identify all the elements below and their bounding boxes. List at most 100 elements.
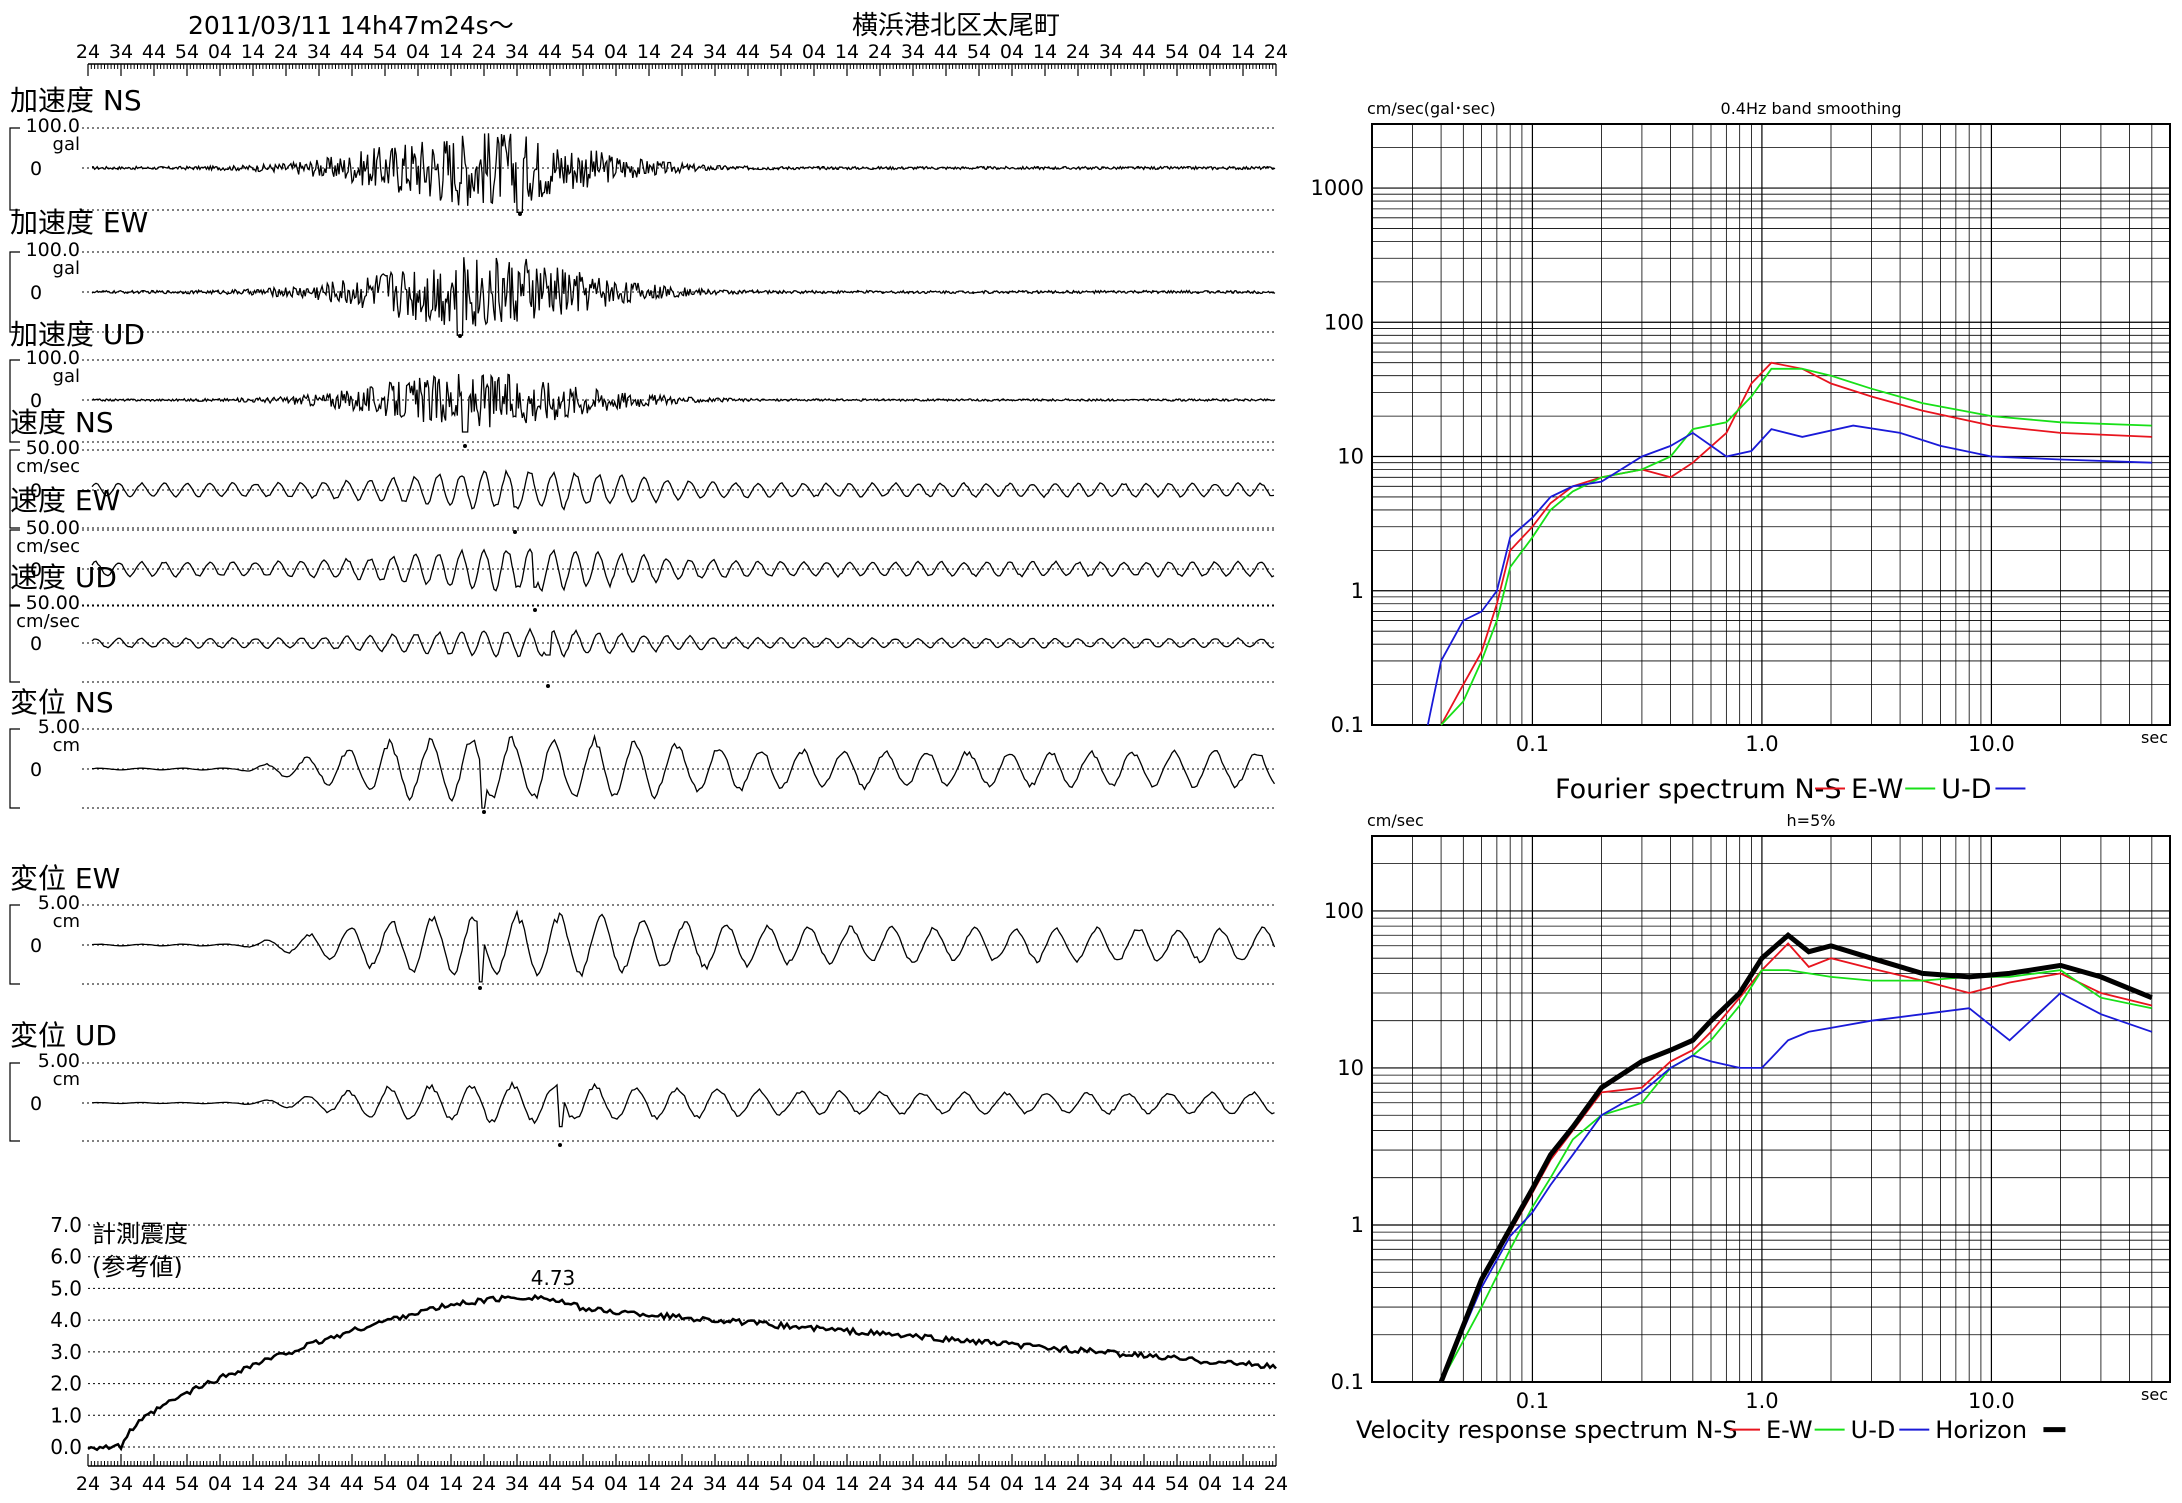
intensity-title: 計測震度 — [92, 1220, 188, 1248]
time-tick-label: 24 — [1264, 41, 1288, 63]
time-tick-label: 24 — [472, 41, 496, 63]
peak-marker — [558, 1143, 562, 1147]
waveform-line — [91, 547, 1275, 593]
x-tick-label: 0.1 — [1516, 732, 1549, 756]
trace-unit-label: gal — [53, 258, 80, 279]
trace-bracket — [9, 127, 20, 211]
time-tick-label: 14 — [439, 1473, 463, 1495]
time-tick-label: 24 — [76, 41, 100, 63]
time-tick-label: 44 — [1132, 1473, 1156, 1495]
x-tick-label: 10.0 — [1968, 1389, 2015, 1413]
trace-zero-label: 0 — [30, 759, 42, 781]
x-axis-label: sec — [2141, 1385, 2168, 1404]
time-tick-label: 24 — [1264, 1473, 1288, 1495]
time-tick-label: 04 — [802, 41, 826, 63]
time-tick-label: 04 — [604, 1473, 628, 1495]
time-tick-label: 04 — [1198, 1473, 1222, 1495]
time-tick-label: 04 — [208, 41, 232, 63]
trace-max-label: 5.00 — [38, 716, 80, 738]
fourier-spectrum-chart: cm/sec(gal･sec) 0.4Hz band smoothing sec 0.… — [1311, 99, 2171, 805]
time-tick-label: 54 — [967, 1473, 991, 1495]
trace-bracket — [9, 529, 20, 607]
waveform-line — [91, 1080, 1275, 1128]
intensity-y-tick: 2.0 — [50, 1372, 82, 1396]
trace-unit-label: cm — [53, 911, 80, 932]
time-tick-label: 14 — [241, 1473, 265, 1495]
x-tick-label: 1.0 — [1745, 1389, 1778, 1413]
trace-zero-label: 0 — [30, 282, 42, 304]
time-tick-label: 34 — [901, 1473, 925, 1495]
trace-unit-label: cm/sec — [16, 611, 80, 632]
y-tick-label: 1 — [1351, 579, 1364, 603]
time-tick-label: 54 — [967, 41, 991, 63]
time-tick-label: 44 — [142, 1473, 166, 1495]
time-tick-label: 04 — [406, 41, 430, 63]
time-tick-label: 34 — [307, 1473, 331, 1495]
legend-label: E-W — [1851, 774, 1903, 805]
legend-label: U-D — [1941, 774, 1991, 805]
peak-marker — [478, 986, 482, 990]
time-tick-label: 44 — [538, 41, 562, 63]
time-tick-label: 34 — [307, 41, 331, 63]
time-tick-label: 54 — [373, 41, 397, 63]
intensity-y-tick: 6.0 — [50, 1245, 82, 1269]
time-tick-label: 44 — [736, 41, 760, 63]
trace-unit-label: cm/sec — [16, 456, 80, 477]
chart-title: 0.4Hz band smoothing — [1721, 99, 1902, 118]
trace-unit-label: cm — [53, 1069, 80, 1090]
trace-unit-label: cm/sec — [16, 536, 80, 557]
legend-label: E-W — [1766, 1416, 1813, 1444]
intensity-y-tick: 0.0 — [50, 1435, 82, 1459]
time-tick-label: 04 — [802, 1473, 826, 1495]
time-tick-label: 14 — [637, 1473, 661, 1495]
series-line-e-w — [1440, 367, 2152, 726]
plot-frame — [1371, 835, 2171, 1383]
intensity-line — [87, 1293, 1277, 1452]
intensity-y-tick: 1.0 — [50, 1403, 82, 1427]
trace-max-label: 100.0 — [26, 239, 80, 261]
peak-marker — [513, 530, 517, 534]
waveform-line — [91, 909, 1276, 983]
trace-unit-label: gal — [53, 134, 80, 155]
trace-zero-label: 0 — [30, 633, 42, 655]
peak-marker — [518, 212, 522, 216]
x-tick-label: 0.1 — [1516, 1389, 1549, 1413]
time-tick-label: 24 — [868, 41, 892, 63]
trace-bracket — [9, 449, 20, 529]
series-line-e-w — [1440, 969, 2152, 1383]
seismic-intensity-chart: 計測震度 (参考値) 7.0 6.0 5.0 4.0 3.0 2.0 1.0 0.0 24 34 44 5… — [50, 1213, 1288, 1495]
time-tick-label: 54 — [373, 1473, 397, 1495]
trace-label: 加速度 EW — [10, 206, 148, 239]
time-tick-label: 44 — [340, 1473, 364, 1495]
trace-zero-label: 0 — [30, 390, 42, 412]
series-line-u-d — [1426, 424, 2152, 726]
y-tick-label: 10 — [1337, 1056, 1364, 1080]
trace-max-label: 100.0 — [26, 347, 80, 369]
time-tick-label: 14 — [1231, 41, 1255, 63]
time-tick-label: 04 — [1198, 41, 1222, 63]
legend-label: Horizon — [1935, 1416, 2027, 1444]
trace-max-label: 5.00 — [38, 892, 80, 914]
y-tick-label: 0.1 — [1331, 1370, 1364, 1394]
waveform-line — [91, 373, 1276, 433]
time-tick-label: 34 — [1099, 41, 1123, 63]
intensity-subtitle: (参考値) — [92, 1253, 183, 1281]
trace-bracket — [9, 1062, 20, 1142]
waveform-line — [92, 133, 1276, 213]
chart-caption: Fourier spectrum N-S — [1555, 774, 1842, 805]
time-tick-label: 14 — [835, 41, 859, 63]
time-tick-label: 44 — [934, 41, 958, 63]
trace-zero-label: 0 — [30, 935, 42, 957]
y-tick-label: 1 — [1351, 1213, 1364, 1237]
trace-max-label: 100.0 — [26, 115, 80, 137]
record-datetime: 2011/03/11 14h47m24s～ — [188, 11, 514, 40]
trace-label: 加速度 NS — [10, 84, 142, 117]
y-tick-label: 0.1 — [1331, 713, 1364, 737]
time-tick-label: 44 — [1132, 41, 1156, 63]
x-axis-label: sec — [2141, 728, 2168, 747]
